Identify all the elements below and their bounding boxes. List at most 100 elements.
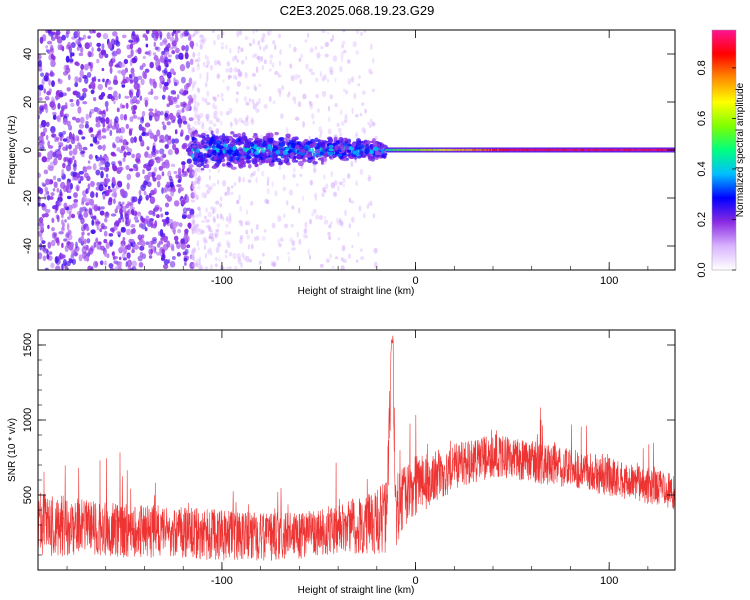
heatmap-cell (218, 258, 222, 262)
heatmap-cell (127, 54, 132, 59)
heatmap-cell (218, 158, 222, 163)
heatmap-cell (43, 169, 49, 175)
heatmap-cell (99, 166, 105, 171)
heatmap-cell (63, 157, 67, 163)
heatmap-cell (46, 249, 49, 255)
heatmap-cell (250, 200, 254, 206)
heatmap-cell (39, 36, 44, 44)
heatmap-cell (296, 231, 299, 238)
heatmap-cell (300, 149, 306, 154)
heatmap-cell (371, 121, 376, 127)
heatmap-cell (163, 86, 169, 90)
heatmap-cell (138, 189, 142, 196)
heatmap-cell (316, 108, 321, 113)
heatmap-cell (58, 145, 62, 150)
heatmap-cell (277, 215, 282, 222)
heatmap-cell (107, 93, 111, 99)
heatmap-cell (62, 258, 67, 267)
heatmap-cell (89, 41, 93, 48)
heatmap-cell (302, 233, 307, 239)
heatmap-cell (62, 138, 68, 142)
heatmap-cell (130, 224, 136, 228)
heatmap-cell (336, 219, 341, 226)
heatmap-cell (143, 96, 149, 103)
heatmap-cell (271, 180, 274, 188)
heatmap-cell (113, 100, 116, 105)
heatmap-cell (200, 139, 205, 145)
heatmap-cell (268, 157, 273, 162)
heatmap-cell (214, 115, 218, 120)
heatmap-cell (216, 213, 219, 219)
heatmap-cell (360, 256, 365, 260)
heatmap-cell (51, 129, 54, 135)
heatmap-cell (356, 30, 360, 35)
heatmap-cell (341, 56, 344, 63)
heatmap-cell (224, 44, 229, 50)
heatmap-cell (182, 31, 187, 37)
heatmap-cell (191, 144, 198, 149)
heatmap-cell (97, 205, 101, 212)
heatmap-cell (220, 42, 224, 46)
heatmap-cell (40, 131, 46, 137)
heatmap-cell (320, 45, 324, 50)
heatmap-cell (119, 149, 124, 154)
heatmap-cell (140, 143, 145, 147)
heatmap-cell (311, 113, 315, 120)
heatmap-cell (199, 157, 206, 162)
heatmap-cell (214, 105, 218, 110)
heatmap-cell (142, 55, 146, 60)
heatmap-cell (248, 97, 252, 103)
heatmap-cell (73, 192, 78, 198)
heatmap-cell (346, 149, 352, 154)
heatmap-cell (302, 121, 305, 128)
heatmap-cell (209, 65, 214, 71)
heatmap-cell (274, 44, 277, 51)
heatmap-cell (74, 82, 79, 88)
heatmap-cell (340, 51, 344, 58)
heatmap-cell (190, 226, 195, 231)
heatmap-cell (145, 241, 150, 245)
heatmap-cell (91, 84, 94, 88)
heatmap-cell (38, 114, 41, 120)
heatmap-cell (82, 146, 88, 151)
heatmap-cell (193, 224, 196, 229)
heatmap-cell (368, 123, 372, 128)
heatmap-cell (247, 179, 252, 184)
heatmap-cell (75, 241, 78, 249)
heatmap-cell (112, 144, 117, 149)
heatmap-cell (49, 101, 55, 108)
heatmap-cell (190, 249, 196, 255)
heatmap-cell (160, 237, 165, 241)
heatmap-cell (352, 142, 356, 146)
heatmap-cell (363, 30, 366, 33)
heatmap-cell (121, 69, 127, 76)
heatmap-cell (63, 202, 68, 209)
heatmap-cell (238, 194, 241, 201)
heatmap-cell (291, 148, 296, 153)
heatmap-cell (186, 244, 191, 249)
heatmap-cell (67, 188, 72, 194)
heatmap-cell (194, 228, 198, 234)
heatmap-cell (121, 34, 127, 39)
heatmap-cell (137, 75, 143, 81)
heatmap-cell (245, 101, 250, 106)
heatmap-cell (191, 85, 194, 91)
heatmap-cell (224, 191, 230, 196)
heatmap-cell (125, 245, 129, 249)
heatmap-cell (68, 258, 74, 264)
heatmap-cell (292, 173, 297, 179)
heatmap-cell (67, 159, 72, 167)
heatmap-cell (271, 222, 276, 229)
heatmap-cell (216, 33, 221, 41)
heatmap-cell (226, 215, 230, 222)
heatmap-cell (278, 243, 282, 248)
heatmap-cell (49, 196, 54, 200)
heatmap-cell (320, 156, 325, 162)
heatmap-cell (157, 30, 162, 36)
heatmap-cell (86, 256, 90, 262)
heatmap-cell (238, 117, 243, 123)
heatmap-cell (239, 160, 246, 165)
heatmap-cell (56, 187, 60, 193)
heatmap-cell (235, 200, 240, 205)
heatmap-cell (205, 76, 209, 83)
